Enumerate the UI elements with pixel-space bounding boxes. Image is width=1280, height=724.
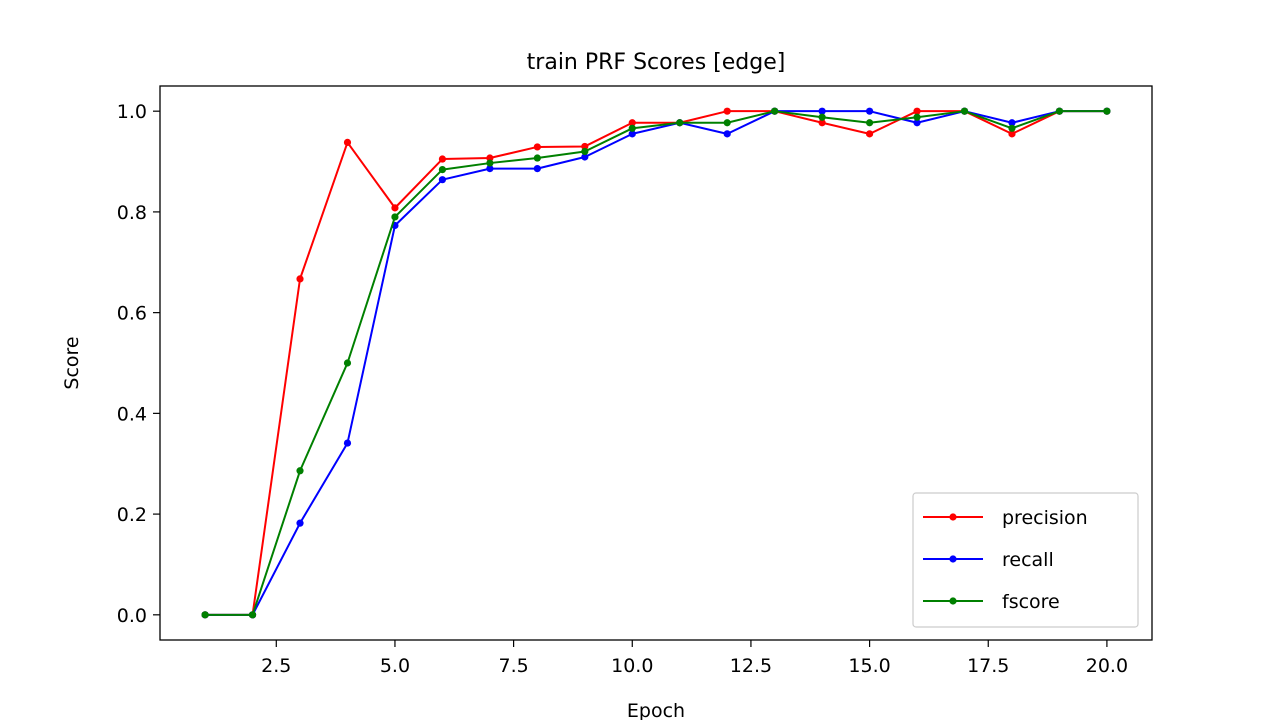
series-line-precision — [205, 110, 1107, 616]
y-axis-label: Score — [61, 336, 83, 389]
data-point-fscore — [676, 119, 684, 127]
data-point-precision — [581, 142, 589, 151]
data-point-fscore — [1055, 107, 1064, 115]
y-tick-label: 0.0 — [117, 605, 147, 627]
data-point-precision — [1008, 130, 1016, 138]
y-axis: 0.0 0.2 0.4 0.6 0.8 1.0 — [117, 101, 160, 627]
data-point-recall — [343, 439, 352, 447]
y-tick-label: 0.2 — [117, 504, 147, 526]
legend: precision recall fscore — [912, 492, 1139, 628]
data-point-recall — [723, 130, 731, 138]
data-point-fscore — [533, 154, 541, 162]
x-tick-label: 10.0 — [611, 655, 653, 677]
data-point-recall — [913, 119, 921, 127]
data-point-precision — [723, 107, 731, 115]
data-point-recall — [628, 130, 636, 138]
data-point-fscore — [486, 159, 494, 167]
x-axis: 2.5 5.0 7.5 10.0 12.5 15.0 17.5 20.0 — [261, 640, 1128, 677]
data-point-fscore — [1103, 107, 1111, 115]
data-point-precision — [913, 107, 921, 115]
chart-title: train PRF Scores [edge] — [527, 50, 786, 75]
x-tick-label: 17.5 — [967, 655, 1009, 677]
data-point-recall — [533, 164, 541, 173]
data-point-fscore — [818, 113, 826, 121]
data-point-precision — [865, 130, 874, 138]
x-tick-label: 2.5 — [261, 655, 291, 677]
data-point-recall — [1008, 119, 1016, 127]
data-point-fscore — [391, 213, 399, 221]
data-point-fscore — [248, 611, 257, 619]
legend-box — [912, 492, 1139, 628]
y-tick-label: 0.6 — [117, 303, 147, 325]
data-point-recall — [486, 164, 494, 173]
data-point-recall — [865, 107, 874, 115]
data-point-fscore — [343, 359, 352, 367]
data-point-precision — [343, 138, 352, 147]
x-tick-label: 15.0 — [848, 655, 890, 677]
legend-marker-recall — [949, 555, 957, 563]
plot-area — [201, 107, 1111, 619]
data-point-precision — [438, 155, 447, 163]
data-point-precision — [296, 275, 304, 283]
x-tick-label: 20.0 — [1086, 655, 1128, 677]
y-tick-label: 0.4 — [117, 403, 147, 425]
legend-label-recall: recall — [1002, 549, 1054, 571]
data-point-fscore — [581, 147, 589, 156]
data-point-fscore — [1008, 124, 1016, 132]
data-point-precision — [818, 119, 826, 127]
data-point-fscore — [296, 467, 304, 475]
x-tick-label: 5.0 — [380, 655, 410, 677]
x-tick-label: 7.5 — [498, 655, 528, 677]
data-point-fscore — [913, 113, 921, 121]
x-axis-label: Epoch — [627, 700, 685, 720]
data-point-precision — [486, 154, 494, 162]
data-point-fscore — [438, 166, 447, 174]
data-point-fscore — [771, 107, 779, 115]
y-tick-label: 1.0 — [117, 101, 147, 123]
data-point-recall — [818, 107, 826, 115]
data-point-recall — [581, 153, 589, 161]
data-point-fscore — [960, 107, 969, 115]
data-point-fscore — [628, 124, 636, 132]
data-point-precision — [533, 143, 541, 151]
data-point-fscore — [723, 119, 731, 127]
x-tick-label: 12.5 — [730, 655, 772, 677]
data-point-fscore — [865, 119, 874, 127]
legend-label-precision: precision — [1002, 507, 1088, 529]
data-point-precision — [628, 119, 636, 127]
legend-label-fscore: fscore — [1002, 591, 1060, 613]
plot-frame — [159, 85, 1153, 641]
legend-marker-precision — [949, 513, 957, 521]
data-point-recall — [438, 176, 447, 184]
data-point-fscore — [201, 611, 209, 619]
data-point-precision — [391, 204, 399, 212]
series-line-fscore — [205, 110, 1107, 616]
y-tick-label: 0.8 — [117, 202, 147, 224]
legend-marker-fscore — [949, 597, 957, 605]
data-point-recall — [296, 519, 304, 527]
